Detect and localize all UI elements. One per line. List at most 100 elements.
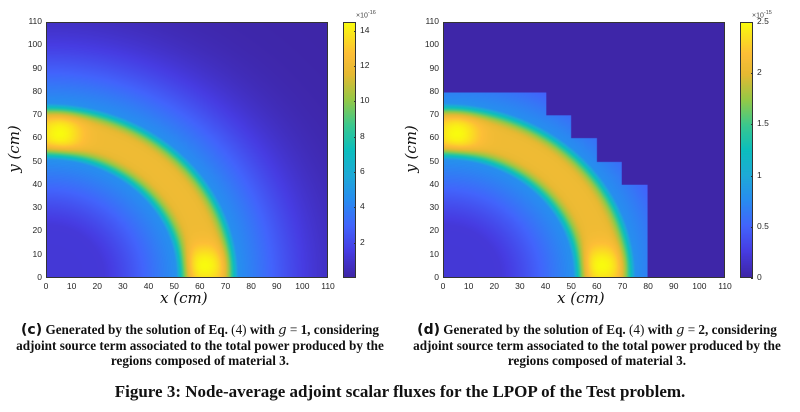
colorbar-tick-mark-d (751, 226, 753, 228)
caption-label-c: (c) (21, 322, 43, 338)
x-axis-label-c: x (cm) (160, 289, 208, 307)
y-tick-label-c: 100 (27, 39, 42, 50)
y-tick-label-c: 60 (32, 132, 42, 143)
colorbar-tick-label-c: 10 (360, 95, 370, 106)
colorbar-tick-mark-c (354, 242, 356, 244)
colorbar-tick-label-c: 2 (360, 236, 365, 247)
y-tick-label-c: 40 (32, 178, 42, 189)
y-tick-label-c: 80 (32, 85, 42, 96)
colorbar-tick-mark-c (354, 101, 356, 103)
colorbar-tick-label-c: 14 (360, 24, 370, 35)
caption-text-c2: , considering adjoint source term associ… (16, 322, 384, 368)
colorbar-tick-mark-d (751, 278, 753, 279)
heatmap-c (46, 22, 328, 278)
y-tick-label-d: 110 (425, 16, 439, 26)
x-tick-label-c: 40 (143, 281, 154, 291)
caption-label-d: (d) (417, 322, 440, 338)
x-tick-label-c: 10 (66, 281, 77, 291)
caption-text-c1: Generated by the solution of Eq. (45, 322, 228, 337)
colorbar-d (740, 22, 753, 278)
colorbar-tick-label-d: 0.5 (757, 220, 769, 231)
x-tick-label-d: 20 (489, 281, 499, 291)
colorbar-exponent-base-d: ×10 (752, 12, 764, 20)
y-tick-label-d: 70 (429, 109, 439, 120)
x-tick-label-c: 30 (118, 281, 128, 291)
y-tick-label-d: 80 (429, 85, 439, 96)
x-tick-label-c: 20 (92, 281, 102, 291)
x-tick-label-d: 70 (617, 281, 628, 291)
y-tick-label-c: 110 (28, 16, 42, 26)
caption-gval-d: 2 (698, 322, 706, 337)
colorbar-tick-mark-c (354, 66, 356, 68)
y-tick-label-d: 10 (429, 248, 439, 259)
x-tick-label-c: 70 (220, 281, 231, 291)
colorbar-tick-label-c: 4 (360, 201, 365, 212)
y-tick-label-d: 30 (429, 202, 439, 213)
y-axis-label-d: y (cm) (401, 125, 420, 173)
x-tick-label-c: 110 (321, 281, 335, 291)
x-tick-label-c: 60 (195, 281, 205, 291)
x-tick-label-c: 90 (271, 281, 282, 291)
colorbar-tick-label-d: 2.5 (757, 16, 769, 26)
colorbar-tick-mark-d (751, 22, 753, 23)
colorbar-c (343, 22, 356, 278)
caption-eq-d: = (687, 322, 696, 337)
colorbar-tick-label-d: 0 (757, 272, 762, 282)
y-tick-label-d: 100 (424, 39, 439, 50)
x-tick-label-c: 50 (169, 281, 179, 291)
colorbar-exponent-base-c: ×10 (356, 12, 368, 20)
colorbar-tick-mark-c (354, 136, 356, 138)
x-tick-label-d: 100 (692, 281, 707, 291)
caption-g-c: g (278, 323, 287, 338)
x-tick-label-d: 60 (592, 281, 602, 291)
caption-eq-ref-d: (4) (629, 322, 645, 337)
colorbar-exponent-c: ×10-16 (356, 10, 376, 19)
colorbar-exponent-d: ×10-15 (752, 10, 772, 19)
y-tick-label-c: 90 (32, 62, 42, 73)
caption-g-d: g (675, 323, 685, 338)
x-tick-label-d: 50 (566, 281, 576, 291)
caption-d: (d) Generated by the solution of Eq. (4)… (402, 322, 792, 368)
colorbar-exponent-power-d: -15 (763, 10, 772, 16)
colorbar-tick-label-d: 1.5 (757, 118, 769, 129)
x-tick-label-d: 0 (440, 281, 446, 291)
caption-eq-ref-c: (4) (231, 322, 247, 337)
colorbar-tick-label-d: 2 (757, 67, 762, 78)
colorbar-tick-label-c: 8 (360, 130, 365, 141)
x-tick-label-d: 30 (515, 281, 525, 291)
y-tick-label-d: 40 (429, 178, 439, 189)
panel-d: 0 10 20 30 40 50 60 70 80 90 100 110 0 10 20 30 40 50 60 70… (401, 10, 792, 368)
x-tick-label-c: 100 (295, 281, 310, 291)
x-tick-label-c: 0 (43, 281, 49, 291)
caption-text-d1: Generated by the solution of Eq. (443, 322, 626, 337)
colorbar-tick-mark-d (751, 73, 753, 75)
colorbar-tick-mark-c (354, 30, 356, 32)
x-tick-label-d: 90 (668, 281, 679, 291)
caption-with-c: with (249, 322, 275, 337)
x-tick-label-c: 80 (246, 281, 256, 291)
y-tick-label-d: 20 (429, 225, 439, 236)
x-tick-label-d: 80 (643, 281, 653, 291)
y-tick-label-c: 10 (32, 248, 42, 259)
x-tick-label-d: 10 (463, 281, 474, 291)
heatmap-d (443, 22, 725, 278)
y-tick-label-d: 0 (434, 272, 439, 282)
y-tick-label-d: 60 (429, 132, 439, 143)
y-tick-label-c: 70 (32, 109, 42, 120)
colorbar-tick-label-c: 12 (360, 60, 370, 71)
colorbar-tick-mark-d (751, 175, 753, 177)
y-tick-label-c: 20 (32, 225, 42, 236)
y-tick-label-c: 50 (32, 155, 42, 166)
caption-gval-c: 1 (300, 322, 308, 337)
panel-c: 0 10 20 30 40 50 60 70 80 90 100 110 0 10 20 30 40 50 60 70… (0, 0, 400, 370)
caption-with-d: with (647, 322, 673, 337)
colorbar-tick-label-c: 6 (360, 166, 365, 177)
x-tick-label-d: 40 (540, 281, 551, 291)
colorbar-tick-label-d: 1 (757, 169, 762, 180)
caption-c: (c) Generated by the solution of Eq. (4)… (5, 322, 395, 368)
x-tick-label-d: 110 (718, 281, 732, 291)
colorbar-tick-mark-c (354, 207, 356, 209)
y-tick-label-c: 0 (37, 272, 42, 282)
y-tick-label-d: 90 (429, 62, 439, 73)
y-tick-label-d: 50 (429, 155, 439, 166)
